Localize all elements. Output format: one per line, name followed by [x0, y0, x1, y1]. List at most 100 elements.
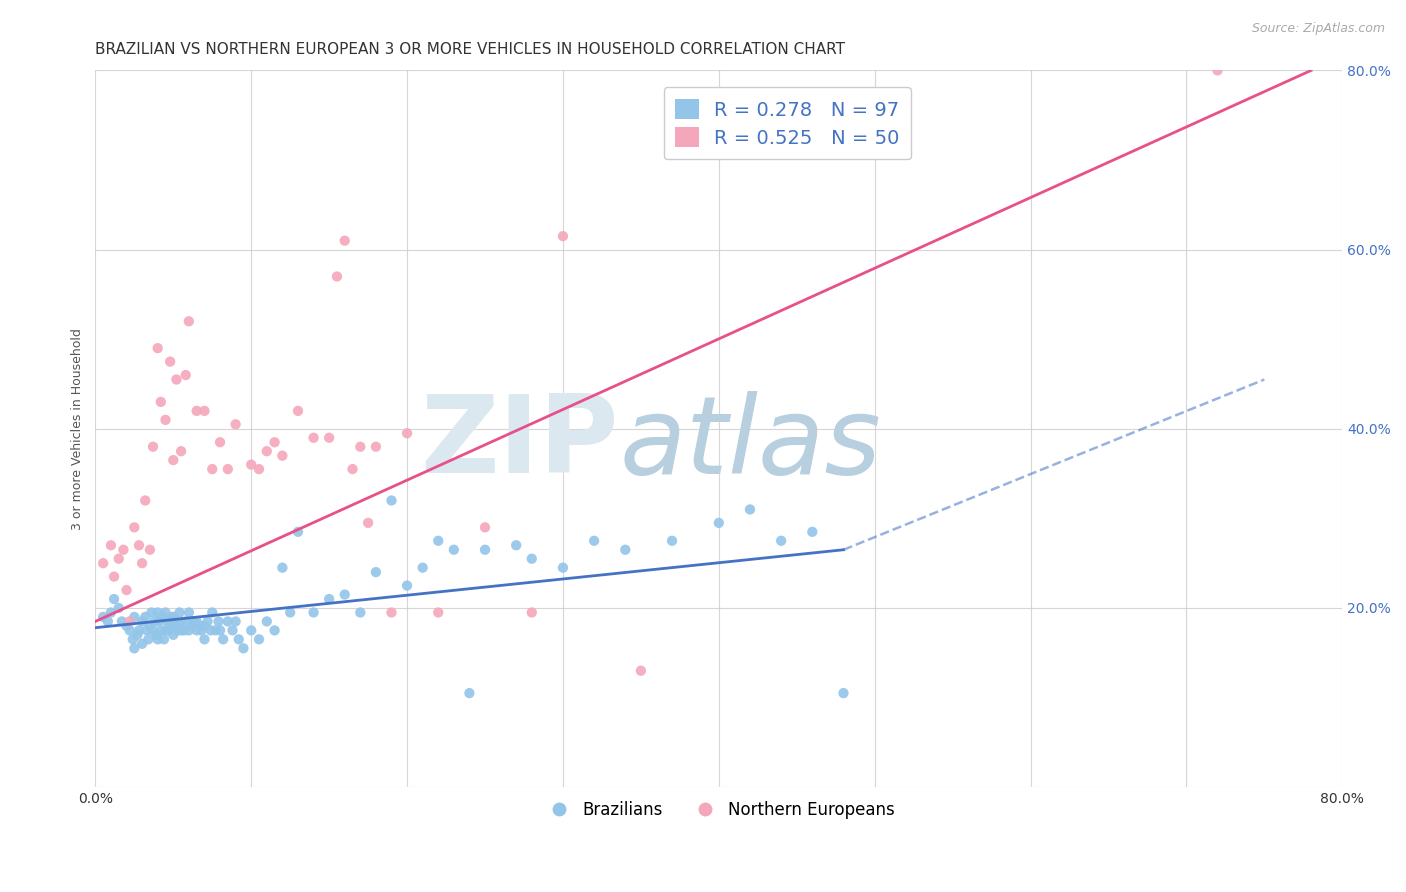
Point [134, 610, 156, 624]
Point [256, 615, 278, 629]
Point [163, 615, 186, 629]
Point [167, 624, 190, 638]
Point [240, 624, 263, 638]
Point [380, 493, 402, 508]
Point [197, 615, 219, 629]
Point [156, 615, 179, 629]
Point [155, 606, 177, 620]
Point [100, 606, 122, 620]
Point [153, 632, 176, 647]
Point [396, 578, 419, 592]
Point [143, 615, 166, 629]
Point [707, 516, 730, 530]
Point [165, 619, 187, 633]
Y-axis label: 3 or more Vehicles in Household: 3 or more Vehicles in Household [72, 328, 84, 530]
Point [217, 462, 239, 476]
Point [271, 560, 294, 574]
Point [138, 632, 160, 647]
Point [159, 619, 181, 633]
Point [131, 637, 153, 651]
Point [256, 444, 278, 458]
Point [118, 624, 141, 638]
Point [174, 615, 197, 629]
Point [225, 417, 247, 432]
Point [209, 624, 232, 638]
Point [630, 664, 652, 678]
Point [174, 368, 197, 382]
Point [165, 372, 187, 386]
Point [302, 606, 325, 620]
Point [141, 606, 163, 620]
Point [103, 592, 125, 607]
Point [349, 606, 371, 620]
Point [162, 453, 184, 467]
Point [738, 502, 761, 516]
Point [181, 619, 204, 633]
Text: Source: ZipAtlas.com: Source: ZipAtlas.com [1251, 22, 1385, 36]
Point [128, 624, 150, 638]
Point [169, 606, 191, 620]
Point [209, 435, 232, 450]
Point [193, 619, 215, 633]
Point [112, 542, 135, 557]
Point [427, 533, 450, 548]
Point [103, 569, 125, 583]
Text: atlas: atlas [619, 391, 882, 496]
Point [142, 440, 165, 454]
Point [396, 426, 419, 441]
Point [124, 610, 146, 624]
Point [271, 449, 294, 463]
Point [139, 542, 162, 557]
Point [186, 615, 208, 629]
Point [614, 542, 637, 557]
Point [160, 610, 183, 624]
Point [173, 624, 195, 638]
Point [188, 619, 211, 633]
Text: BRAZILIAN VS NORTHERN EUROPEAN 3 OR MORE VEHICLES IN HOUSEHOLD CORRELATION CHART: BRAZILIAN VS NORTHERN EUROPEAN 3 OR MORE… [96, 42, 845, 57]
Point [342, 462, 364, 476]
Point [200, 624, 222, 638]
Point [146, 632, 169, 647]
Point [146, 606, 169, 620]
Point [155, 413, 177, 427]
Point [201, 606, 224, 620]
Point [318, 431, 340, 445]
Point [801, 524, 824, 539]
Point [349, 440, 371, 454]
Point [107, 551, 129, 566]
Point [107, 601, 129, 615]
Point [149, 395, 172, 409]
Point [177, 624, 200, 638]
Point [212, 632, 235, 647]
Point [207, 615, 229, 629]
Point [91, 556, 114, 570]
Point [333, 588, 356, 602]
Point [263, 624, 285, 638]
Point [443, 542, 465, 557]
Point [118, 615, 141, 629]
Point [278, 606, 301, 620]
Point [302, 431, 325, 445]
Point [520, 606, 543, 620]
Point [150, 610, 173, 624]
Point [201, 462, 224, 476]
Point [155, 624, 177, 638]
Point [247, 462, 270, 476]
Point [115, 619, 138, 633]
Point [127, 628, 149, 642]
Point [183, 615, 205, 629]
Point [832, 686, 855, 700]
Point [427, 606, 450, 620]
Point [121, 632, 143, 647]
Point [357, 516, 380, 530]
Point [318, 592, 340, 607]
Point [412, 560, 434, 574]
Point [124, 520, 146, 534]
Point [145, 628, 167, 642]
Point [474, 542, 496, 557]
Point [458, 686, 481, 700]
Point [520, 551, 543, 566]
Point [505, 538, 527, 552]
Point [100, 538, 122, 552]
Point [333, 234, 356, 248]
